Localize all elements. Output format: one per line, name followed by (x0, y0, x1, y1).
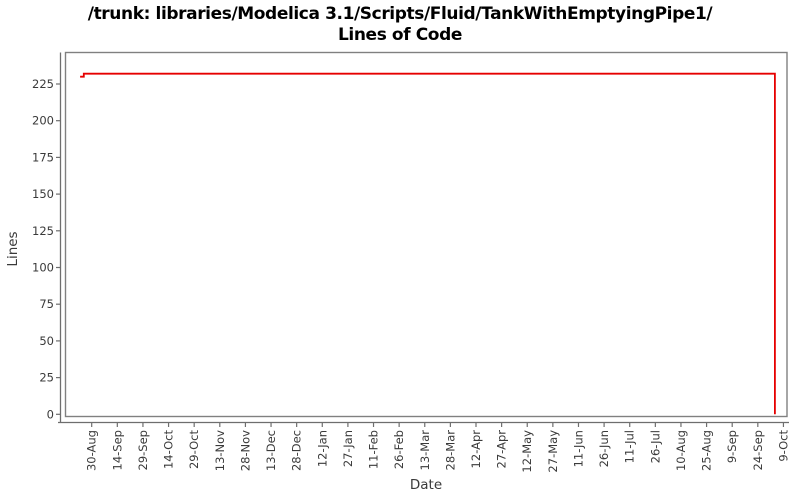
x-tick-label: 11-Feb (367, 430, 381, 469)
x-tick-label: 28-Mar (443, 430, 457, 471)
x-tick-label: 9-Sep (725, 430, 739, 463)
x-axis-ticks: 30-Aug 14-Sep 29-Sep 14-Oct 29-Oct 13-Nov 28-N… (85, 422, 790, 473)
x-tick-label: 11-Jun (571, 430, 585, 467)
y-tick-label: 150 (32, 187, 54, 201)
y-tick-label: 125 (32, 224, 54, 238)
x-tick-label: 13-Nov (213, 430, 227, 471)
x-tick-label: 26-Feb (392, 430, 406, 469)
y-tick-label: 75 (39, 297, 54, 311)
x-tick-label: 14-Oct (162, 430, 176, 469)
x-tick-label: 27-Jan (341, 430, 355, 467)
x-tick-label: 9-Oct (776, 430, 790, 462)
plot-border (64, 51, 788, 418)
x-tick-label: 24-Sep (751, 430, 765, 470)
x-tick-label: 28-Dec (290, 430, 304, 471)
y-axis-ticks: 0 25 50 75 100 125 150 175 200 225 (32, 77, 61, 421)
x-tick-label: 12-May (520, 430, 534, 473)
x-tick-label: 30-Aug (85, 430, 99, 471)
x-tick-label: 12-Jan (315, 430, 329, 467)
y-tick-label: 25 (39, 371, 54, 385)
x-tick-label: 27-Apr (495, 430, 509, 469)
x-tick-label: 11-Jul (623, 430, 637, 463)
x-tick-label: 28-Nov (238, 430, 252, 471)
y-tick-label: 50 (39, 334, 54, 348)
x-tick-label: 26-Jul (648, 430, 662, 463)
y-tick-label: 175 (32, 150, 54, 164)
x-tick-label: 29-Sep (136, 430, 150, 470)
x-tick-label: 13-Dec (264, 430, 278, 471)
series-line-lines-of-code (80, 72, 776, 415)
x-tick-label: 26-Jun (597, 430, 611, 467)
x-axis-title: Date (410, 477, 442, 493)
chart-title-line1: /trunk: libraries/Modelica 3.1/Scripts/F… (87, 4, 713, 24)
x-tick-label: 12-Apr (469, 430, 483, 469)
x-tick-label: 10-Aug (674, 430, 688, 471)
chart-title: /trunk: libraries/Modelica 3.1/Scripts/F… (0, 4, 800, 46)
x-tick-label: 29-Oct (187, 430, 201, 469)
y-axis-title: Lines (5, 231, 21, 266)
x-tick-label: 25-Aug (700, 430, 714, 471)
y-tick-label: 100 (32, 261, 54, 275)
chart-title-line2: Lines of Code (338, 25, 462, 45)
x-tick-label: 14-Sep (110, 430, 124, 470)
x-tick-label: 13-Mar (418, 430, 432, 471)
y-tick-label: 0 (47, 407, 54, 421)
y-tick-label: 225 (32, 77, 54, 91)
series-group (80, 72, 776, 415)
x-tick-label: 27-May (546, 430, 560, 473)
y-tick-label: 200 (32, 114, 54, 128)
